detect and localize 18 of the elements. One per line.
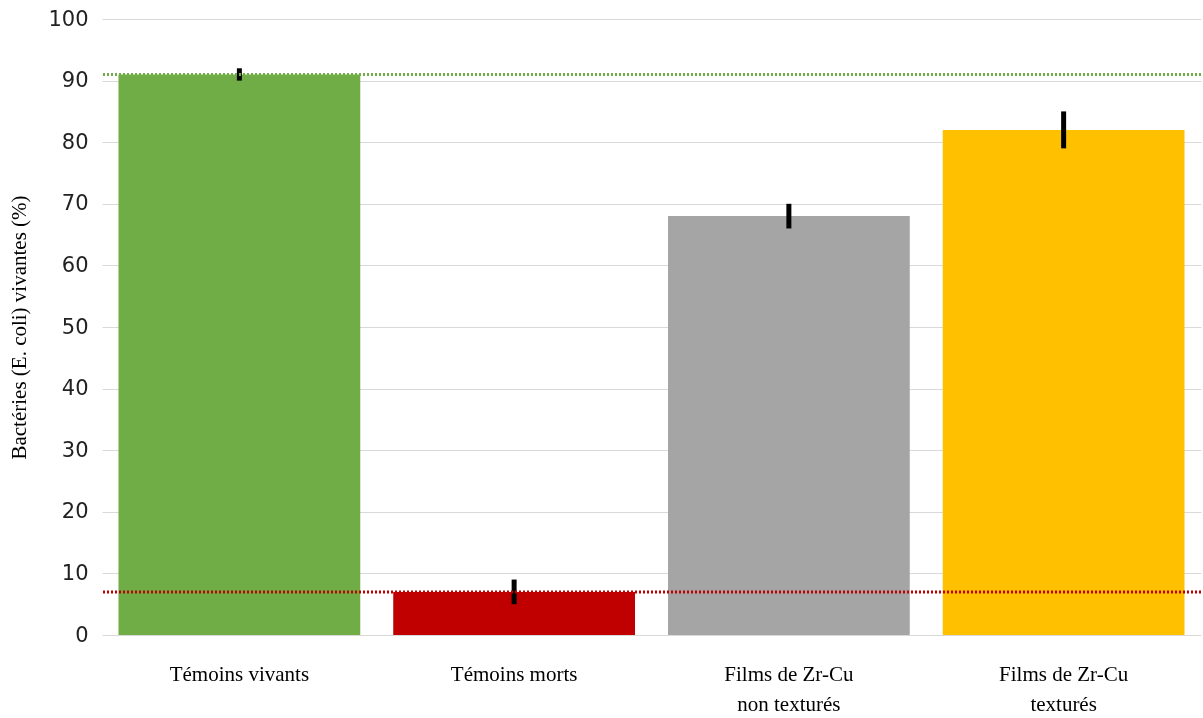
x-tick-label: Films de Zr-Cu non texturés: [724, 661, 854, 716]
y-tick-label: 60: [61, 252, 89, 277]
y-tick-label: 20: [61, 499, 89, 524]
x-tick-label: Films de Zr-Cu texturés: [999, 661, 1129, 716]
y-tick-label: 90: [61, 68, 89, 93]
y-tick-label: 70: [61, 191, 89, 216]
y-tick-label: 50: [61, 314, 89, 339]
y-tick-label: 100: [48, 6, 89, 31]
y-tick-label: 30: [61, 437, 89, 462]
y-tick-label: 40: [61, 376, 89, 401]
x-tick-label: Témoins vivants: [169, 661, 310, 686]
y-tick-label: 10: [61, 560, 89, 585]
y-tick-label: 80: [61, 129, 89, 154]
y-axis-title: Bactéries (E. coli) vivantes (%): [7, 195, 32, 460]
bar: [942, 129, 1185, 635]
y-tick-label: 0: [75, 622, 89, 647]
x-tick-label: Témoins morts: [450, 661, 578, 686]
bar: [667, 216, 910, 635]
